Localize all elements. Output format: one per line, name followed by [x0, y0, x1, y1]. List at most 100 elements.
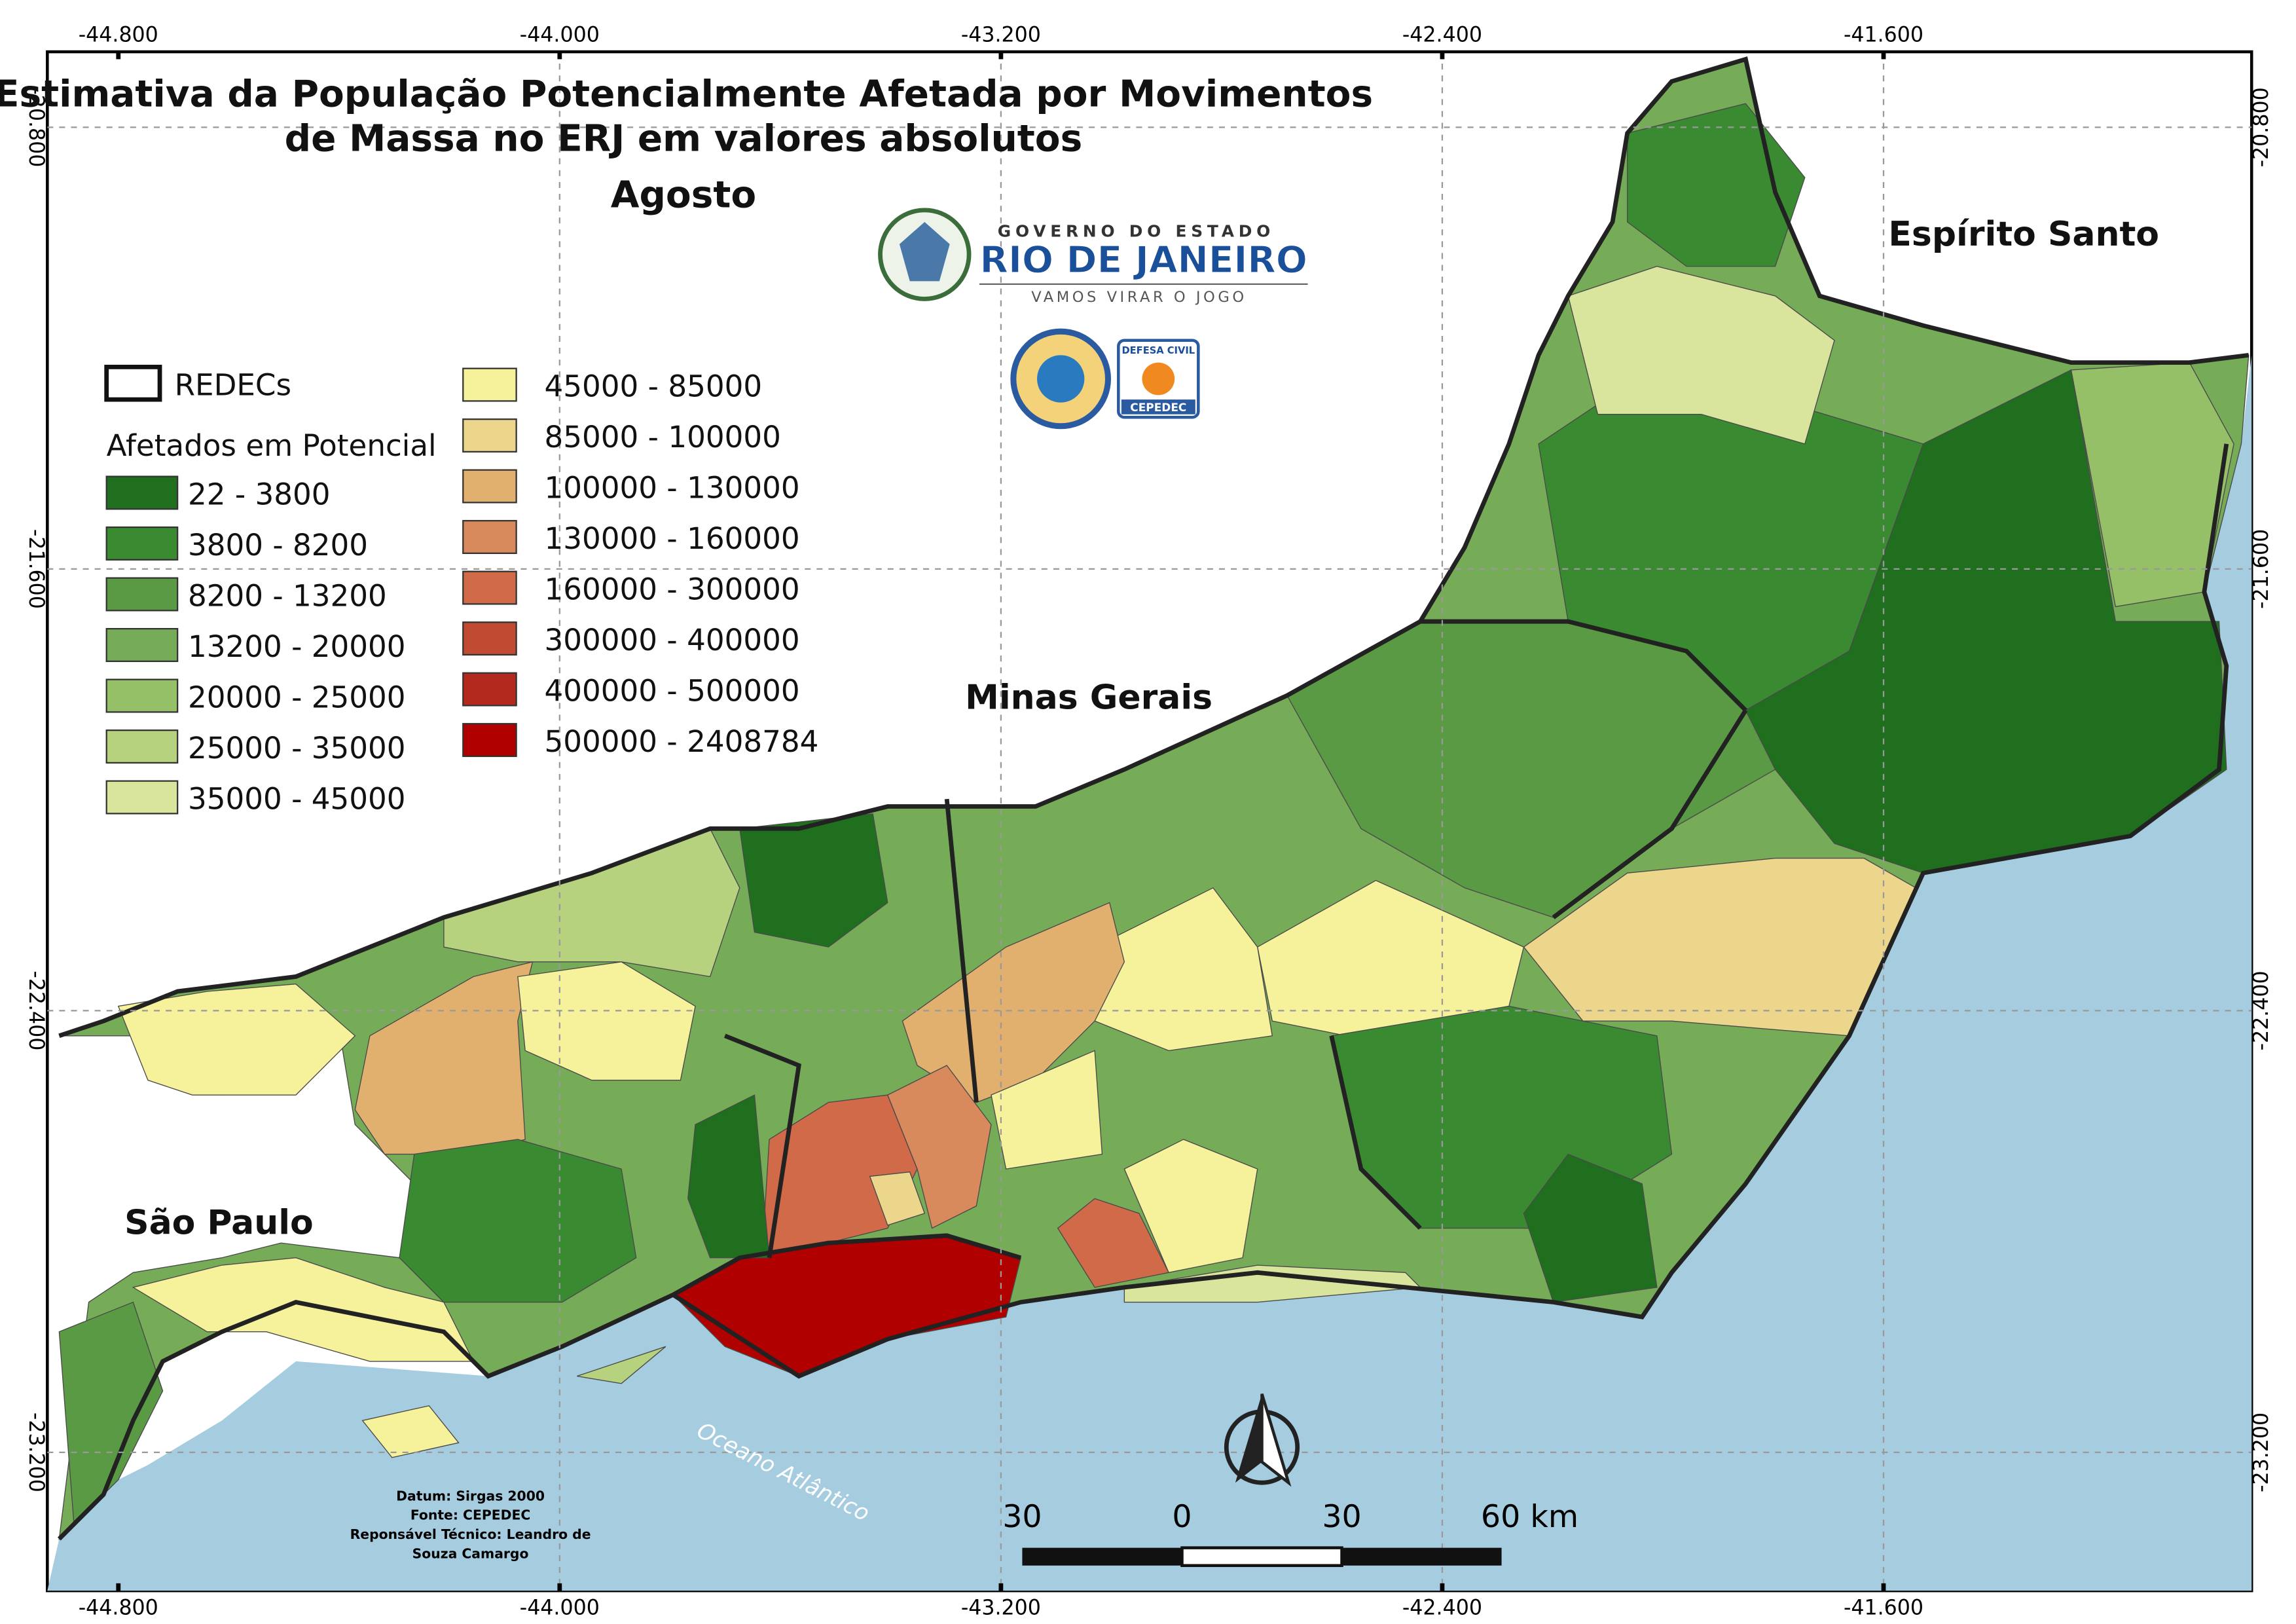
longitude-label: -43.200: [961, 23, 1041, 46]
region: [58, 1301, 164, 1525]
legend-label: 160000 - 300000: [545, 572, 800, 607]
credit-line: Reponsável Técnico: Leandro de: [350, 1526, 591, 1542]
latitude-label: -23.200: [24, 1412, 48, 1492]
legend-swatch: [105, 577, 179, 612]
region: [886, 1065, 992, 1229]
longitude-label: -44.000: [520, 23, 600, 46]
place-label: Espírito Santo: [1888, 215, 2159, 254]
legend-label: 45000 - 85000: [545, 369, 763, 404]
badge-text: DEFESA CIVIL: [1121, 345, 1195, 356]
legend-swatch: [105, 475, 179, 510]
legend-swatch: [462, 367, 517, 402]
legend-label: 25000 - 35000: [188, 731, 406, 766]
credit-line: Souza Camargo: [412, 1545, 529, 1561]
region: [399, 1139, 637, 1303]
latitude-label: -21.600: [24, 529, 48, 609]
scale-segment: [1180, 1546, 1343, 1568]
redec-boundary: [57, 56, 2250, 1541]
logo-text: GOVERNO DO ESTADO: [998, 222, 1275, 241]
region: [132, 1257, 475, 1362]
legend-heading: Afetados em Potencial: [107, 428, 437, 463]
legend-label: 8200 - 13200: [188, 579, 387, 614]
legend-label: 130000 - 160000: [545, 521, 800, 556]
scale-label: 30: [1322, 1499, 1361, 1535]
coordinate-labels: -44.800 -44.800 -44.000 -44.000 -43.200 -43.2…: [24, 23, 2273, 1619]
cepedec-badge: [1121, 399, 1195, 415]
region: [1057, 1198, 1170, 1288]
logo-text: VAMOS VIRAR O JOGO: [1031, 289, 1247, 306]
legend-swatch: [462, 621, 517, 656]
legend-label: 100000 - 130000: [545, 471, 800, 506]
scale-segment: [1341, 1547, 1502, 1566]
scale-label: 30: [1002, 1499, 1042, 1535]
latitude-label: -22.400: [2250, 970, 2273, 1050]
scale-label: 0: [1172, 1499, 1192, 1535]
longitude-label: -43.200: [961, 1596, 1041, 1619]
legend-label: 300000 - 400000: [545, 623, 800, 657]
regions: [58, 58, 2250, 1540]
legend-swatch: [462, 672, 517, 707]
longitude-label: -42.400: [1402, 1596, 1482, 1619]
latitude-label: -23.200: [2250, 1412, 2273, 1492]
latitude-label: -22.400: [24, 970, 48, 1050]
region: [1123, 1139, 1258, 1274]
legend-swatch: [105, 729, 179, 764]
scale-bar: 30 0 30 60 km: [1002, 1499, 1578, 1568]
legend-swatch: [105, 678, 179, 713]
longitude-label: -41.600: [1844, 1596, 1923, 1619]
region: [869, 1171, 926, 1226]
legend-swatch: [462, 469, 517, 504]
legend-label: 400000 - 500000: [545, 674, 800, 709]
credits: Datum: Sirgas 2000 Fonte: CEPEDEC Repons…: [350, 1488, 591, 1561]
longitude-label: -44.000: [520, 1596, 600, 1619]
title-line: de Massa no ERJ em valores absolutos: [285, 117, 1083, 160]
badge-text: CEPEDEC: [1130, 401, 1186, 414]
title-line: Estimativa da População Potencialmente A…: [0, 73, 1373, 116]
legend-label: REDECs: [175, 367, 291, 402]
legend-label: 13200 - 20000: [188, 629, 406, 664]
legend-swatch: [105, 628, 179, 662]
legend-swatch: [462, 418, 517, 453]
legend-label: 35000 - 45000: [188, 782, 406, 817]
legend-swatch: [104, 365, 162, 402]
legend-label: 85000 - 100000: [545, 420, 781, 454]
latitude-label: -20.800: [2250, 87, 2273, 167]
place-label: Minas Gerais: [965, 678, 1212, 717]
region: [1626, 103, 1806, 267]
ictdec-badge: [1037, 355, 1085, 403]
place-label: São Paulo: [124, 1204, 314, 1243]
legend-swatch: [462, 723, 517, 758]
ocean: [47, 355, 2252, 1591]
logo: GOVERNO DO ESTADO RIO DE JANEIRO VAMOS V…: [878, 208, 1308, 430]
scale-label: 60 km: [1481, 1499, 1578, 1535]
latitude-label: -21.600: [2250, 529, 2273, 609]
legend-swatch: [105, 526, 179, 561]
legend-label: 20000 - 25000: [188, 680, 406, 715]
legend-swatch: [105, 780, 179, 815]
coat-of-arms: [899, 221, 950, 282]
legend-label: 500000 - 2408784: [545, 724, 819, 759]
month: Agosto: [611, 174, 756, 216]
cepedec-badge: [1142, 362, 1175, 396]
north-arrow: [1260, 1393, 1292, 1487]
region: [117, 983, 356, 1096]
credit-line: Fonte: CEPEDEC: [410, 1507, 530, 1523]
longitude-label: -44.800: [79, 23, 158, 46]
longitude-label: -42.400: [1402, 23, 1482, 46]
legend-label: 3800 - 8200: [188, 528, 368, 563]
latitude-label: -20.800: [24, 87, 48, 167]
legend: REDECs Afetados em Potencial 22 - 3800 38…: [104, 365, 819, 817]
legend-swatch: [462, 570, 517, 605]
longitude-label: -41.600: [1844, 23, 1923, 46]
scale-segment: [1022, 1547, 1182, 1566]
region: [361, 1405, 460, 1458]
credit-line: Datum: Sirgas 2000: [396, 1488, 545, 1504]
longitude-label: -44.800: [79, 1596, 158, 1619]
region: [577, 1346, 666, 1384]
coordinate-grid: [47, 52, 2252, 1591]
logo-text: RIO DE JANEIRO: [979, 239, 1307, 282]
legend-label: 22 - 3800: [188, 477, 331, 512]
legend-swatch: [462, 520, 517, 555]
region: [1523, 1153, 1658, 1303]
